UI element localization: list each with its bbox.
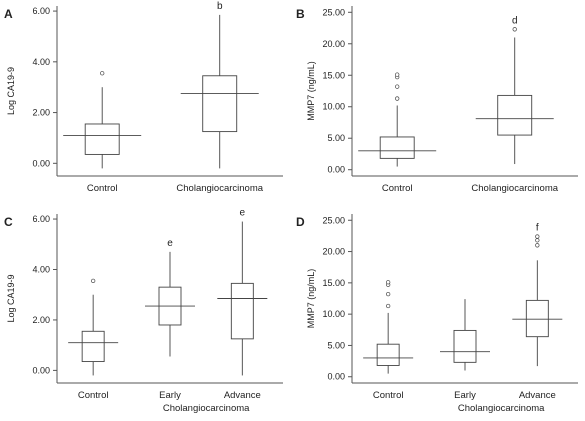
x-tick-label: Control: [373, 390, 404, 401]
y-axis-label: Log CA19-9: [6, 67, 16, 115]
x-tick-label: Early: [159, 390, 181, 401]
y-tick-label: 0.00: [327, 165, 345, 175]
outlier-point: [512, 27, 517, 32]
outlier-point: [386, 291, 391, 297]
iqr-box: [525, 299, 549, 338]
y-tick-label: 4.00: [32, 264, 50, 274]
y-tick-label: 5.00: [327, 133, 345, 143]
box-control: [358, 72, 437, 167]
iqr-box: [84, 123, 120, 155]
x-tick-label: Control: [78, 390, 109, 401]
panel-B: B MMP7 (ng/mL) 0.00 5.00 10.00 15.00 20.00 25.0…: [296, 6, 578, 194]
y-tick-label: 0.00: [32, 365, 50, 375]
iqr-box: [230, 282, 254, 340]
box-control: [363, 280, 414, 374]
iqr-box: [81, 330, 105, 363]
iqr-box: [497, 94, 533, 136]
box-cholangiocarcinoma: b: [180, 1, 259, 169]
panel-D: D MMP7 (ng/mL) 0.00 5.00 10.00 15.00 20.00 25.0…: [296, 214, 578, 414]
significance-label: f: [536, 223, 539, 234]
panel-letter: D: [296, 215, 305, 229]
x-tick-label: Cholangiocarcinoma: [471, 183, 558, 194]
y-tick-label: 10.00: [322, 102, 345, 112]
iqr-box: [379, 136, 415, 159]
group-label: Cholangiocarcinoma: [163, 403, 250, 414]
outlier-point: [395, 84, 400, 89]
outlier-point: [535, 238, 540, 243]
y-tick-label: 0.00: [32, 158, 50, 168]
x-tick-label: Control: [87, 183, 118, 194]
outlier-point: [395, 96, 400, 101]
outlier-point: [91, 278, 96, 283]
box-control: [63, 71, 142, 169]
box-control: [68, 278, 119, 376]
iqr-box: [453, 329, 477, 363]
y-tick-label: 25.00: [322, 215, 345, 225]
y-tick-label: 20.00: [322, 39, 345, 49]
panel-letter: C: [4, 215, 13, 229]
outlier-point: [395, 72, 400, 77]
outlier-point: [386, 303, 391, 309]
y-tick-label: 2.00: [32, 108, 50, 118]
y-tick-label: 6.00: [32, 214, 50, 224]
y-tick-label: 20.00: [322, 247, 345, 257]
panel-C: C Log CA19-9 0.00 2.00 4.00 6.00 Control e Early…: [4, 208, 283, 414]
box-advance: e: [217, 208, 268, 376]
panel-A: A Log CA19-9 0.00 2.00 4.00 6.00 Control b Chola…: [4, 1, 283, 194]
x-tick-label: Control: [382, 183, 413, 194]
significance-label: d: [512, 15, 518, 26]
box-cholangiocarcinoma: d: [475, 15, 554, 165]
box-early: [440, 299, 490, 371]
outlier-point: [386, 280, 391, 285]
y-tick-label: 6.00: [32, 6, 50, 16]
significance-label: e: [240, 208, 246, 219]
y-axis-label: MMP7 (ng/mL): [306, 61, 316, 121]
y-tick-label: 10.00: [322, 309, 345, 319]
box-advance: f: [512, 223, 563, 367]
panel-letter: B: [296, 7, 305, 21]
iqr-box: [376, 343, 400, 366]
box-early: e: [145, 238, 195, 357]
y-tick-label: 15.00: [322, 70, 345, 80]
x-tick-label: Advance: [224, 390, 261, 401]
outlier-point: [535, 243, 540, 248]
significance-label: b: [217, 1, 223, 12]
x-tick-label: Advance: [519, 390, 556, 401]
x-tick-label: Early: [454, 390, 476, 401]
outlier-point: [100, 71, 105, 76]
y-tick-label: 2.00: [32, 315, 50, 325]
y-tick-label: 4.00: [32, 57, 50, 67]
y-tick-label: 25.00: [322, 7, 345, 17]
y-axis-label: MMP7 (ng/mL): [306, 269, 316, 329]
significance-label: e: [167, 238, 173, 249]
iqr-box: [202, 75, 238, 133]
y-tick-label: 15.00: [322, 278, 345, 288]
group-label: Cholangiocarcinoma: [458, 403, 545, 414]
panel-letter: A: [4, 7, 13, 21]
outlier-point: [535, 234, 540, 239]
y-tick-label: 0.00: [327, 372, 345, 382]
y-tick-label: 5.00: [327, 340, 345, 350]
x-tick-label: Cholangiocarcinoma: [176, 183, 263, 194]
y-axis-label: Log CA19-9: [6, 274, 16, 322]
